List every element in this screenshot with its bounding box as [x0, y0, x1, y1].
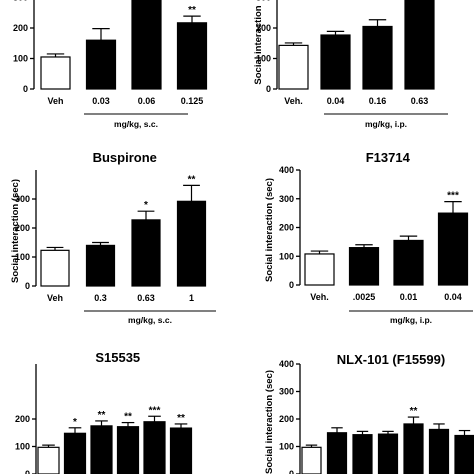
bar [169, 427, 193, 474]
y-tick-label: 0 [25, 281, 30, 291]
x-category-label: 0.03 [92, 96, 110, 106]
bar [326, 432, 348, 474]
y-axis-label: Social interaction (sec) [264, 178, 275, 282]
bar [278, 44, 309, 90]
bar [176, 22, 208, 90]
bar [40, 56, 71, 90]
x-category-label: .0025 [353, 292, 376, 302]
y-tick-label: 100 [279, 442, 294, 452]
x-category-label: Veh [47, 293, 63, 303]
y-tick-label: 100 [15, 252, 30, 262]
x-category-label: Veh [47, 96, 63, 106]
bar [131, 219, 161, 287]
panel-title: F13714 [366, 150, 411, 165]
significance-marker: ** [124, 412, 132, 423]
bar [116, 426, 140, 474]
y-tick-label: 300 [279, 387, 294, 397]
significance-marker: *** [149, 405, 161, 416]
chart-panel-5: 0100200S15535********** [15, 350, 193, 474]
bar [428, 428, 450, 474]
x-category-label: 0.3 [94, 293, 107, 303]
bar [40, 249, 70, 287]
bar [377, 433, 399, 474]
x-category-label: 0.63 [411, 96, 429, 106]
significance-marker: ** [188, 174, 196, 185]
panel-title: NLX-101 (F15599) [337, 352, 445, 367]
y-tick-label: 100 [13, 54, 28, 64]
significance-marker: *** [447, 191, 459, 202]
bar [90, 425, 113, 474]
bar [362, 25, 393, 90]
significance-marker: * [144, 200, 148, 211]
significance-marker: ** [188, 5, 196, 16]
chart-panel-4: 0 100 200 300 400 Social interaction (sec) F13… [264, 150, 473, 325]
x-category-label: 0.06 [138, 96, 156, 106]
x-category-label: 0.01 [400, 292, 418, 302]
bar [437, 212, 469, 286]
x-category-label: 1 [189, 293, 194, 303]
y-tick-label: 0 [289, 280, 294, 290]
y-axis-label: Social interaction [253, 5, 264, 84]
y-tick-label: 100 [15, 442, 30, 452]
y-tick-label: 300 [279, 194, 294, 204]
bar [404, 0, 435, 90]
significance-marker: ** [410, 406, 418, 417]
panel-title: Buspirone [93, 150, 157, 165]
significance-marker: ** [98, 410, 106, 421]
y-tick-label: 200 [15, 414, 30, 424]
panel-title: S15535 [95, 350, 140, 365]
x-category-label: Veh. [310, 292, 329, 302]
y-axis-label: Social interaction (sec) [264, 370, 275, 474]
dose-unit-label: mg/kg, s.c. [114, 119, 158, 129]
y-tick-label: 0 [25, 469, 30, 474]
bar [304, 253, 335, 286]
y-tick-label: 200 [279, 414, 294, 424]
y-tick-label: 400 [279, 359, 294, 369]
y-tick-label: 200 [279, 223, 294, 233]
bar [454, 434, 474, 474]
y-tick-label: 300 [13, 0, 28, 3]
significance-marker: * [73, 417, 77, 428]
bar [85, 244, 116, 287]
dose-unit-label: mg/kg, i.p. [365, 119, 407, 129]
bar [131, 0, 162, 90]
x-category-label: 0.125 [181, 96, 204, 106]
chart-panel-2: 0 100 200 300 Social interaction Veh. 0.04 0.16… [253, 0, 448, 129]
bar [301, 446, 322, 474]
bar [37, 446, 60, 474]
bar [352, 434, 373, 474]
chart-panel-1: 0 100 200 300 Veh 0.03 0.06 ** 0.125 mg/kg, s.c. [13, 0, 208, 129]
y-axis-label: Social interaction (sec) [10, 179, 21, 283]
y-tick-label: 200 [13, 23, 28, 33]
bar [320, 34, 351, 90]
bar [143, 421, 166, 474]
bar [348, 247, 380, 286]
x-category-label: 0.04 [327, 96, 345, 106]
dose-unit-label: mg/kg, i.p. [390, 315, 432, 325]
x-category-label: Veh. [284, 96, 303, 106]
chart-panel-6: 0 100 200 300 400 Social interaction (sec) NLX… [264, 352, 474, 474]
x-category-label: 0.16 [369, 96, 387, 106]
y-tick-label: 300 [256, 0, 271, 3]
y-tick-label: 300 [15, 194, 30, 204]
y-tick-label: 100 [279, 251, 294, 261]
x-category-label: 0.63 [137, 293, 155, 303]
bar [63, 432, 87, 474]
significance-marker: ** [177, 413, 185, 424]
y-tick-label: 200 [15, 223, 30, 233]
bar [176, 200, 207, 287]
y-tick-label: 200 [256, 23, 271, 33]
y-tick-label: 100 [256, 54, 271, 64]
dose-unit-label: mg/kg, s.c. [128, 315, 172, 325]
y-tick-label: 0 [289, 469, 294, 474]
bar [393, 239, 424, 286]
y-tick-label: 400 [279, 165, 294, 175]
y-tick-label: 0 [23, 84, 28, 94]
y-tick-label: 0 [266, 84, 271, 94]
bar [403, 423, 424, 474]
bar [85, 39, 117, 90]
x-category-label: 0.04 [444, 292, 462, 302]
